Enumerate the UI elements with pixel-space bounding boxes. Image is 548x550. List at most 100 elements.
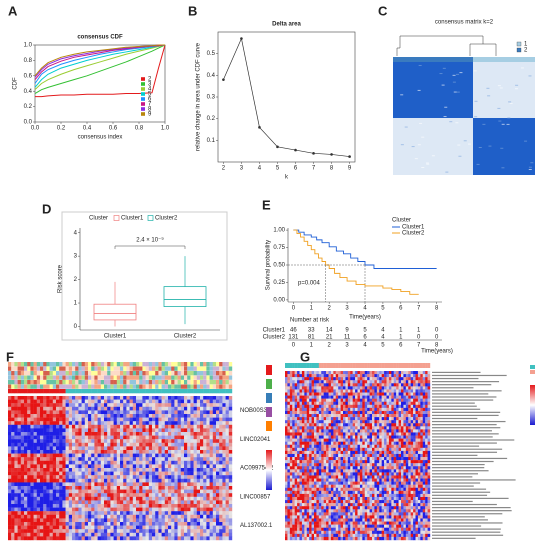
annotation-cell: [398, 363, 402, 368]
heatmap-cell: [187, 457, 191, 461]
heatmap-cell: [180, 468, 185, 472]
heatmap-cell: [386, 401, 390, 405]
heatmap-cell: [30, 489, 34, 494]
heatmap-cell: [206, 460, 210, 465]
annotation-cell: [216, 389, 220, 394]
heatmap-cell: [417, 371, 421, 375]
heatmap-cell: [168, 432, 172, 436]
heatmap-cell: [219, 507, 223, 512]
heatmap-cell: [367, 407, 370, 412]
heatmap-cell: [94, 432, 98, 436]
annotation-cell: [196, 375, 201, 380]
heatmap-cell: [420, 395, 423, 399]
heatmap-cell: [126, 486, 130, 490]
heatmap-cell: [94, 500, 98, 505]
heatmap-cell: [158, 396, 162, 400]
annotation-cell: [129, 366, 133, 371]
heatmap-cell: [338, 386, 341, 390]
heatmap-cell: [24, 403, 28, 407]
heatmap-cell: [33, 489, 37, 494]
heatmap-cell: [36, 525, 41, 530]
annotation-cell: [168, 384, 172, 389]
heatmap-cell: [75, 511, 79, 515]
heatmap-cell: [209, 475, 213, 479]
heatmap-cell: [113, 464, 117, 469]
heatmap-cell: [142, 475, 146, 479]
heatmap-cell: [100, 489, 105, 494]
heatmap-cell: [222, 489, 226, 494]
heatmap-cell: [174, 460, 178, 465]
heatmap-cell: [318, 398, 322, 402]
matrix-noise: [500, 147, 504, 149]
heatmap-cell: [110, 482, 114, 487]
heatmap-cell: [17, 536, 21, 541]
annotation-cell: [104, 384, 108, 389]
annotation-cell: [364, 363, 368, 368]
matrix-noise: [455, 73, 459, 75]
heatmap-cell: [104, 493, 108, 497]
heatmap-cell: [40, 442, 44, 447]
risk-x-label: 8: [435, 343, 439, 349]
heatmap-cell: [120, 482, 124, 487]
heatmap-cell: [357, 407, 361, 412]
heatmap-cell: [333, 389, 336, 393]
legend-label: Cluster2: [402, 231, 425, 237]
heatmap-cell: [359, 392, 363, 396]
heatmap-cell: [314, 435, 317, 439]
annotation-cell: [126, 362, 130, 367]
heatmap-cell: [413, 383, 416, 387]
heatmap-cell: [136, 453, 140, 458]
heatmap-cell: [136, 432, 140, 436]
annotation-cell: [171, 375, 175, 380]
heatmap-cell: [88, 518, 92, 523]
heatmap-cell: [427, 410, 431, 415]
annotation-cell: [113, 362, 117, 367]
heatmap-cell: [398, 374, 402, 378]
annotation-cell: [139, 371, 143, 376]
heatmap-cell: [168, 486, 172, 490]
heatmap-cell: [17, 486, 21, 490]
heatmap-cell: [142, 464, 146, 469]
heatmap-cell: [196, 486, 201, 490]
heatmap-cell: [104, 468, 108, 472]
heatmap-cell: [84, 522, 89, 526]
annotation-cell: [225, 366, 229, 371]
heatmap-cell: [88, 457, 92, 461]
y-tick-label: 0.3: [207, 95, 216, 101]
heatmap-cell: [126, 500, 130, 505]
heatmap-cell: [49, 442, 53, 447]
heatmap-cell: [180, 532, 185, 537]
heatmap-cell: [294, 395, 298, 399]
heatmap-cell: [184, 417, 188, 422]
heatmap-cell: [289, 429, 293, 433]
heatmap-cell: [367, 383, 370, 387]
heatmap-cell: [393, 392, 397, 396]
heatmap-cell: [343, 371, 346, 375]
heatmap-cell: [326, 377, 329, 381]
heatmap-cell: [27, 532, 31, 537]
heatmap-cell: [222, 457, 226, 461]
heatmap-cell: [27, 507, 31, 512]
heatmap-cell: [301, 438, 305, 442]
heatmap-cell: [120, 529, 124, 533]
annotation-cell: [113, 389, 117, 394]
annotation-cell: [391, 363, 394, 368]
heatmap-cell: [386, 392, 390, 396]
heatmap-cell: [158, 424, 162, 429]
heatmap-cell: [196, 496, 201, 501]
legend-swatch: [516, 47, 522, 53]
heatmap-cell: [171, 471, 175, 476]
heatmap-cell: [196, 460, 201, 465]
heatmap-cell: [225, 403, 229, 407]
heatmap-cell: [292, 395, 295, 399]
heatmap-cell: [123, 439, 127, 443]
heatmap-cell: [292, 401, 295, 405]
legend-label: 3: [148, 82, 152, 88]
heatmap-cell: [78, 450, 82, 454]
matrix-noise: [488, 145, 492, 147]
heatmap-cell: [297, 392, 300, 396]
heatmap-cell: [180, 493, 185, 497]
heatmap-cell: [323, 426, 327, 430]
heatmap-cell: [88, 496, 92, 501]
heatmap-cell: [359, 383, 363, 387]
